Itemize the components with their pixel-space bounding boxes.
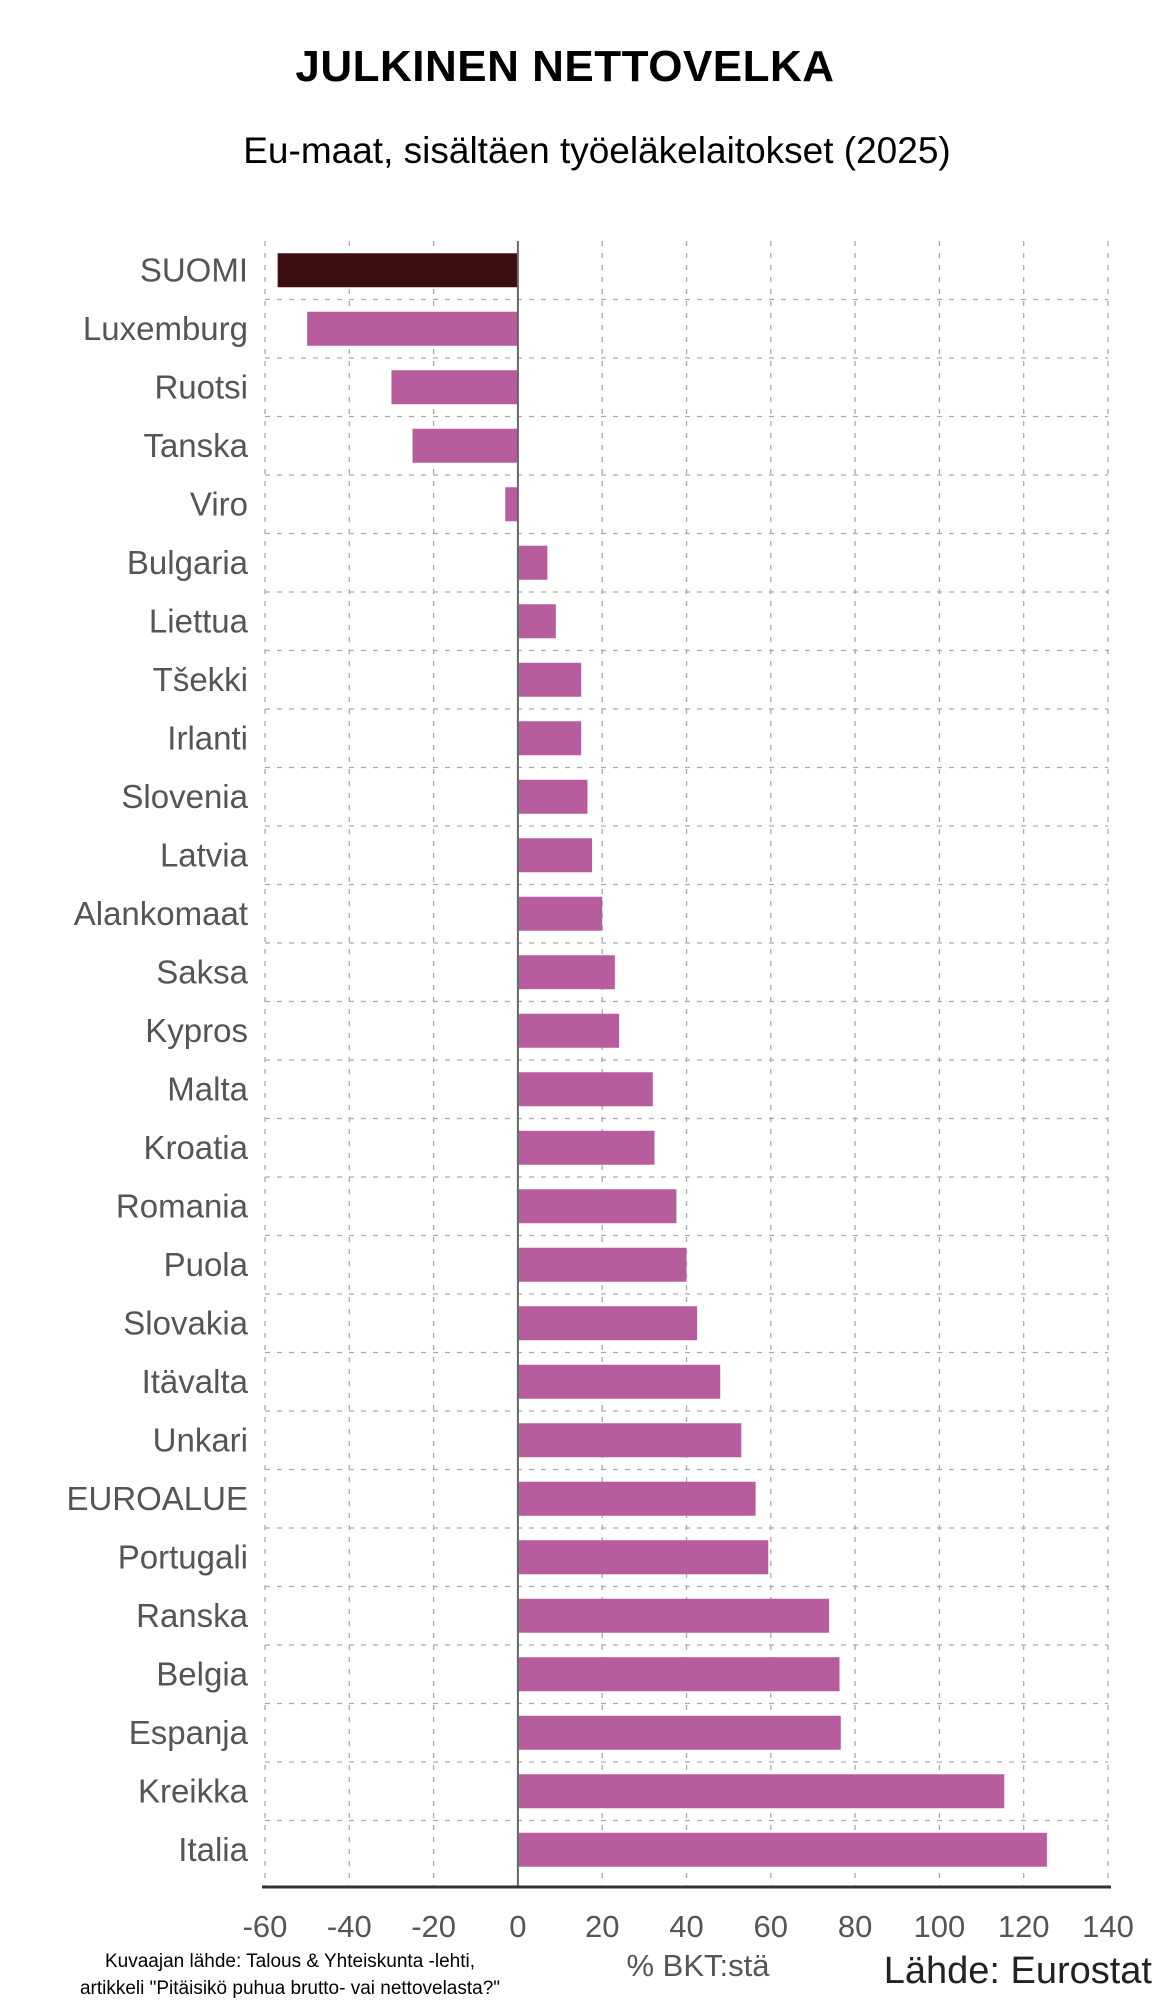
chart-title: JULKINEN NETTOVELKA: [295, 42, 835, 91]
category-label: Puola: [164, 1246, 249, 1283]
category-label: Unkari: [153, 1421, 248, 1458]
chart-subtitle: Eu-maat, sisältäen työeläkelaitokset (20…: [243, 130, 951, 171]
chart-source-note: Kuvaajan lähde: Talous & Yhteiskunta -le…: [0, 1948, 580, 2002]
category-label: Bulgaria: [127, 544, 249, 581]
bar-italia: [517, 1832, 1047, 1867]
category-label: Kroatia: [143, 1129, 248, 1166]
bar-belgia: [517, 1657, 840, 1692]
bar-viro: [505, 487, 518, 522]
bar-kroatia: [517, 1130, 655, 1165]
bar-liettua: [517, 604, 556, 639]
bar-kypros: [517, 1013, 620, 1048]
bar-tanska: [412, 428, 518, 463]
x-tick-label: 20: [585, 1909, 619, 1944]
bar-kreikka: [517, 1774, 1005, 1809]
bar-saksa: [517, 955, 615, 990]
category-label: Kypros: [145, 1012, 248, 1049]
bar-ruotsi: [391, 370, 518, 405]
category-label: Saksa: [156, 953, 248, 990]
bar-irlanti: [517, 721, 582, 756]
category-label: SUOMI: [140, 251, 248, 288]
bar-slovenia: [517, 779, 588, 814]
bar-suomi: [277, 253, 518, 288]
category-label: Luxemburg: [83, 310, 248, 347]
bar-malta: [517, 1072, 653, 1107]
category-label: Viro: [190, 485, 248, 522]
x-tick-label: 120: [998, 1909, 1050, 1944]
bar-espanja: [517, 1715, 841, 1750]
bar-tšekki: [517, 662, 582, 697]
x-tick-label: -60: [243, 1909, 288, 1944]
category-label: Portugali: [118, 1538, 248, 1575]
category-label: Malta: [167, 1070, 248, 1107]
x-tick-label: 60: [754, 1909, 788, 1944]
x-tick-label: -20: [411, 1909, 456, 1944]
category-label: Ruotsi: [154, 368, 248, 405]
chart-source-line-1: Kuvaajan lähde: Talous & Yhteiskunta -le…: [104, 1951, 476, 1972]
bar-itävalta: [517, 1364, 721, 1399]
category-label: Slovakia: [123, 1304, 248, 1341]
x-tick-label: 0: [509, 1909, 526, 1944]
bar-euroalue: [517, 1481, 756, 1516]
category-label: Irlanti: [167, 719, 248, 756]
category-label: Italia: [178, 1831, 248, 1868]
category-label: Alankomaat: [74, 895, 248, 932]
category-label: Romania: [116, 1187, 249, 1224]
category-label: Kreikka: [138, 1772, 249, 1809]
bar-puola: [517, 1247, 687, 1282]
category-label: Itävalta: [142, 1363, 249, 1400]
category-label: Belgia: [156, 1655, 248, 1692]
category-label: Ranska: [136, 1597, 249, 1634]
category-label: Latvia: [160, 836, 249, 873]
bar-luxemburg: [307, 311, 518, 346]
bar-alankomaat: [517, 896, 603, 931]
x-tick-label: 40: [669, 1909, 703, 1944]
x-axis-label: % BKT:stä: [626, 1948, 770, 1983]
x-tick-label: 140: [1082, 1909, 1134, 1944]
x-tick-label: -40: [327, 1909, 372, 1944]
category-label: EUROALUE: [66, 1480, 248, 1517]
bar-unkari: [517, 1423, 742, 1458]
category-label: Liettua: [149, 602, 249, 639]
bar-bulgaria: [517, 545, 548, 580]
category-label: Tšekki: [153, 661, 248, 698]
category-label: Espanja: [129, 1714, 249, 1751]
x-tick-label: 100: [914, 1909, 966, 1944]
bar-slovakia: [517, 1306, 698, 1341]
bar-portugali: [517, 1540, 769, 1575]
bar-latvia: [517, 838, 593, 873]
bar-romania: [517, 1189, 677, 1224]
category-label: Slovenia: [121, 778, 248, 815]
bar-ranska: [517, 1598, 829, 1633]
category-label: Tanska: [143, 427, 248, 464]
data-source: Lähde: Eurostat: [883, 1950, 1152, 1992]
chart-source-line-2: artikkeli "Pitäisikö puhua brutto- vai n…: [79, 1978, 501, 1999]
x-tick-label: 80: [838, 1909, 872, 1944]
